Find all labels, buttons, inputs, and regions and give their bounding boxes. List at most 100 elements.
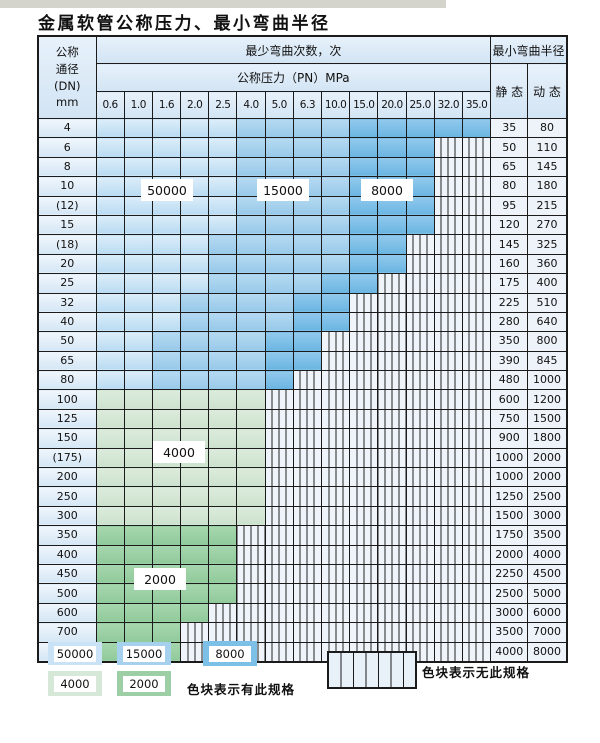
- no-spec-cell: [349, 486, 379, 507]
- no-spec-cell: [292, 447, 323, 469]
- spec-cell-8000: [349, 253, 379, 275]
- spec-cell-50000: [123, 214, 153, 236]
- no-spec-cell: [292, 486, 323, 507]
- spec-cell-4000: [123, 467, 153, 488]
- spec-cell-2000: [95, 544, 125, 565]
- min-bend-radius-header: 最小弯曲半径: [490, 35, 568, 64]
- dn-cell: 250: [37, 486, 97, 507]
- table-row: 450 2250 4500: [37, 563, 568, 585]
- dn-cell: (12): [37, 195, 97, 216]
- no-spec-cell: [349, 602, 379, 624]
- no-spec-cell: [405, 292, 435, 313]
- spec-cell-50000: [123, 370, 153, 391]
- no-spec-cell: [377, 292, 407, 313]
- spec-cell-2000: [123, 602, 153, 624]
- spec-cell-50000: [208, 137, 238, 158]
- dn-cell: 450: [37, 563, 97, 585]
- static-radius-cell: 80: [490, 176, 529, 197]
- spec-cell-4000: [123, 408, 153, 430]
- spec-cell-15000: [151, 331, 182, 352]
- dynamic-radius-cell: 4500: [527, 563, 568, 585]
- no-spec-cell: [320, 602, 351, 624]
- no-spec-cell: [461, 583, 492, 604]
- spec-cell-8000: [292, 331, 323, 352]
- spec-cell-50000: [95, 273, 125, 294]
- spec-cell-50000: [151, 234, 182, 255]
- no-spec-cell: [433, 156, 463, 178]
- spec-cell-8000: [405, 214, 435, 236]
- no-spec-cell: [433, 602, 463, 624]
- static-radius-cell: 600: [490, 389, 529, 410]
- no-spec-cell: [349, 350, 379, 372]
- dynamic-radius-cell: 2000: [527, 447, 568, 469]
- table-row: 40 280 640: [37, 311, 568, 333]
- static-radius-cell: 1250: [490, 486, 529, 507]
- no-spec-cell: [405, 602, 435, 624]
- legend-swatch-8000: 8000: [203, 641, 257, 666]
- table-row: 200 1000 2000: [37, 467, 568, 488]
- no-spec-cell: [264, 486, 294, 507]
- no-spec-cell: [292, 525, 323, 546]
- pressure-col-header: 2.0: [180, 91, 210, 119]
- no-spec-cell: [461, 408, 492, 430]
- spec-cell-4000: [180, 505, 210, 527]
- no-spec-cell: [405, 428, 435, 449]
- pressure-col-header: 25.0: [405, 91, 435, 119]
- dn-cell: 6: [37, 137, 97, 158]
- dn-cell: (175): [37, 447, 97, 469]
- spec-cell-2000: [123, 544, 153, 565]
- no-spec-cell: [405, 563, 435, 585]
- table-row: 600 3000 6000: [37, 602, 568, 624]
- no-spec-cell: [377, 525, 407, 546]
- spec-cell-15000: [208, 350, 238, 372]
- spec-cell-50000: [95, 176, 125, 197]
- no-spec-cell: [377, 486, 407, 507]
- spec-cell-50000: [208, 214, 238, 236]
- dynamic-radius-cell: 2500: [527, 486, 568, 507]
- no-spec-cell: [433, 428, 463, 449]
- no-spec-cell: [461, 544, 492, 565]
- no-spec-cell: [377, 563, 407, 585]
- table-row: 4 35 80: [37, 117, 568, 139]
- no-spec-cell: [292, 622, 323, 643]
- static-radius-cell: 120: [490, 214, 529, 236]
- no-spec-cell: [461, 195, 492, 216]
- no-spec-cell: [236, 622, 266, 643]
- spec-cell-50000: [180, 137, 210, 158]
- spec-cell-4000: [208, 408, 238, 430]
- spec-cell-2000: [151, 525, 182, 546]
- no-spec-cell: [208, 602, 238, 624]
- no-spec-cell: [349, 525, 379, 546]
- has-spec-note: 色块表示有此规格: [187, 682, 296, 697]
- dynamic-radius-cell: 1200: [527, 389, 568, 410]
- spec-cell-50000: [123, 253, 153, 275]
- spec-cell-50000: [180, 214, 210, 236]
- spec-cell-50000: [95, 350, 125, 372]
- no-spec-cell: [405, 389, 435, 410]
- no-spec-cell: [377, 331, 407, 352]
- spec-cell-15000: [292, 273, 323, 294]
- dn-cell: 400: [37, 544, 97, 565]
- no-spec-cell: [264, 583, 294, 604]
- table-row: 25 175 400: [37, 273, 568, 294]
- spec-cell-2000: [151, 622, 182, 643]
- pressure-col-header: 32.0: [433, 91, 463, 119]
- spec-cell-4000: [151, 389, 182, 410]
- spec-cell-50000: [95, 331, 125, 352]
- dn-column-header: 公称 通径 (DN) mm: [37, 35, 97, 119]
- dynamic-radius-cell: 7000: [527, 622, 568, 643]
- spec-cell-50000: [95, 253, 125, 275]
- spec-cell-8000: [461, 117, 492, 139]
- static-radius-cell: 225: [490, 292, 529, 313]
- table-row: 250 1250 2500: [37, 486, 568, 507]
- no-spec-cell: [320, 622, 351, 643]
- no-spec-cell: [320, 544, 351, 565]
- no-spec-cell: [264, 563, 294, 585]
- legend-swatch-15000: 15000: [117, 642, 171, 665]
- no-spec-cell: [180, 641, 210, 663]
- no-spec-cell: [405, 273, 435, 294]
- no-spec-cell: [405, 447, 435, 469]
- spec-cell-50000: [123, 234, 153, 255]
- no-spec-cell: [433, 505, 463, 527]
- no-spec-cell: [320, 583, 351, 604]
